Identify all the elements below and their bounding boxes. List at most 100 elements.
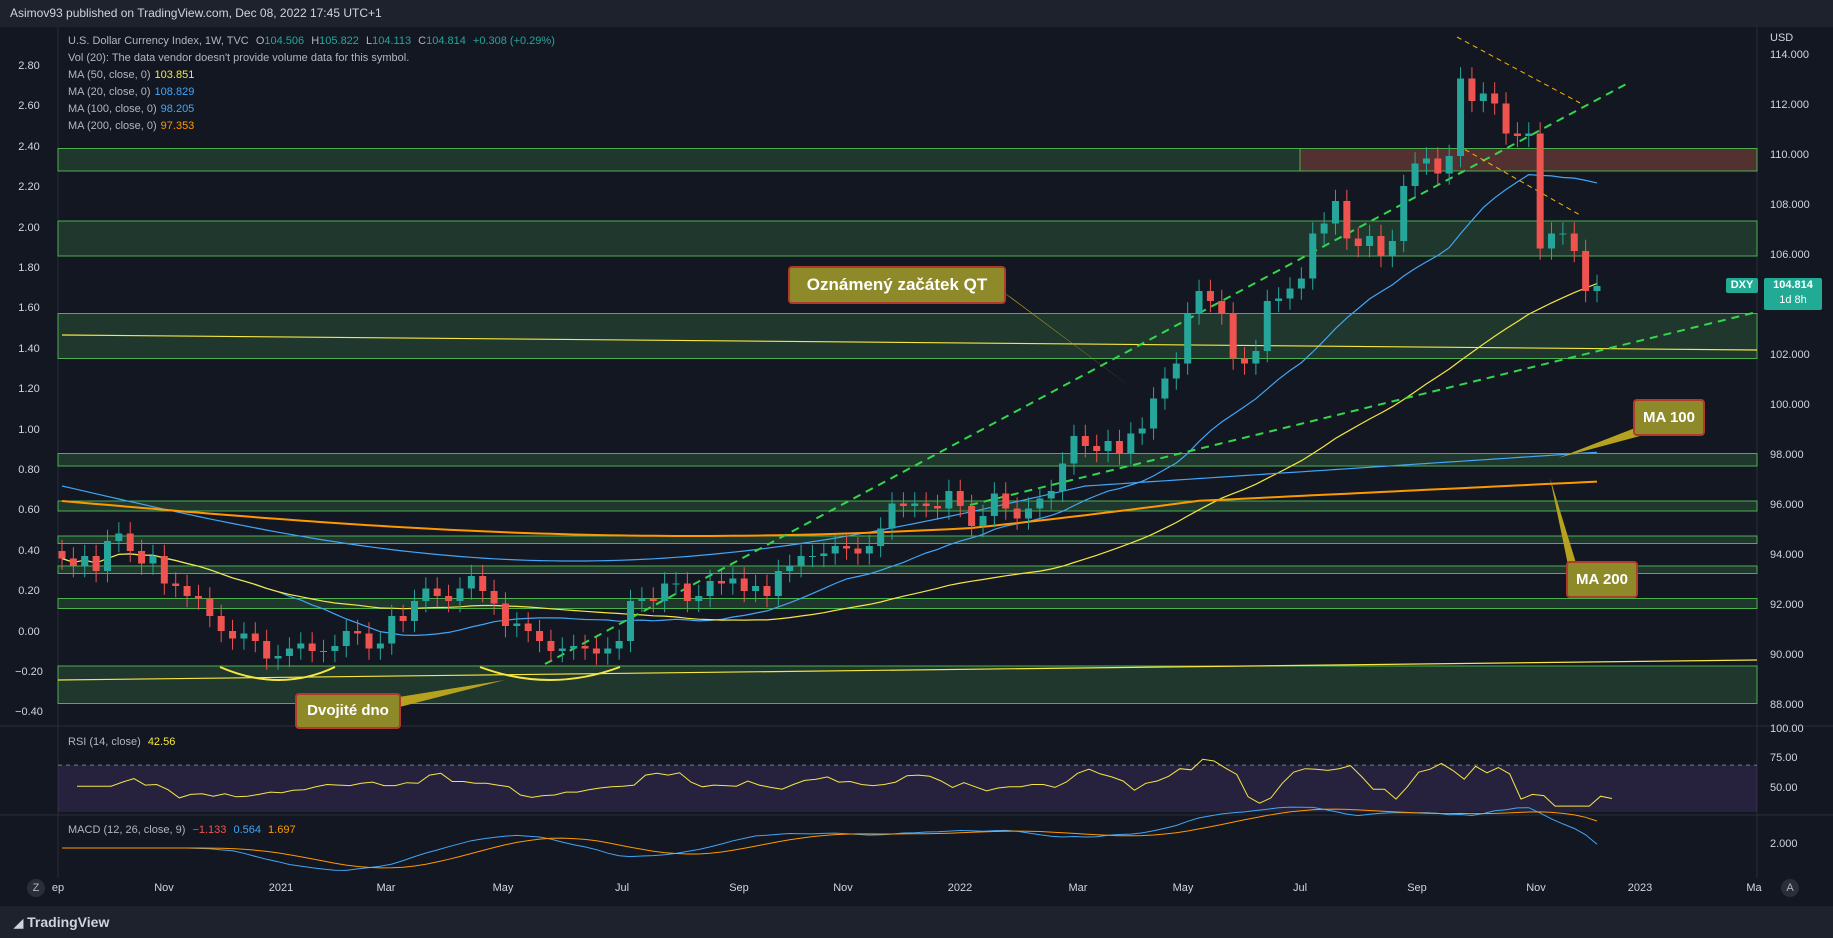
time-tick: Mar xyxy=(1068,882,1088,894)
candle-body xyxy=(320,651,328,652)
candle-body xyxy=(524,623,532,631)
candle-body xyxy=(968,506,976,526)
candle-body xyxy=(706,581,714,596)
price-zone xyxy=(57,565,1758,574)
candle-body xyxy=(1559,233,1567,235)
auto-scale-button[interactable]: A xyxy=(1781,879,1799,897)
candle-body xyxy=(229,631,237,639)
price-tick: 98.000 xyxy=(1770,449,1804,461)
candle-body xyxy=(1434,158,1442,174)
candle-body xyxy=(1377,236,1385,256)
price-zone xyxy=(57,598,1758,609)
left-tick: 0.40 xyxy=(18,544,40,557)
candle-body xyxy=(274,656,282,659)
candle-body xyxy=(172,583,180,586)
candle-body xyxy=(1172,363,1180,379)
left-tick: 2.80 xyxy=(18,60,40,72)
time-tick: 2023 xyxy=(1627,882,1653,894)
price-tick: 108.000 xyxy=(1770,199,1810,211)
price-tick: 110.000 xyxy=(1770,149,1809,161)
candle-body xyxy=(820,553,828,556)
price-tick: 94.000 xyxy=(1770,549,1804,561)
ma100-value: 98.205 xyxy=(160,103,195,115)
candle-body xyxy=(251,633,259,641)
candle-body xyxy=(1070,436,1078,464)
candle-body xyxy=(285,648,293,656)
candle-body xyxy=(138,551,146,564)
ma20-value: 108.829 xyxy=(154,86,195,98)
candle-body xyxy=(1275,298,1283,301)
ma100-callout: MA 100 xyxy=(1633,399,1705,436)
candle-body xyxy=(1195,291,1203,314)
brand-name: TradingView xyxy=(27,914,110,930)
close-label: C xyxy=(418,35,427,47)
time-tick: Jul xyxy=(1292,882,1308,894)
left-tick: 2.20 xyxy=(18,181,40,194)
candle-body xyxy=(661,583,669,601)
symbol-title: U.S. Dollar Currency Index, 1W, TVC xyxy=(68,35,249,47)
candle-body xyxy=(1297,278,1305,289)
ma200-label: MA (200, close, 0) xyxy=(68,120,157,132)
left-tick: 0.00 xyxy=(18,625,40,638)
ma-lines xyxy=(61,173,1598,637)
price-zone xyxy=(57,535,1758,544)
candle-body xyxy=(422,588,430,601)
last-price: 104.814 xyxy=(1773,279,1813,291)
long-trendline xyxy=(61,334,1758,351)
candle-body xyxy=(354,631,362,634)
candle-body xyxy=(1218,301,1226,314)
candle-body xyxy=(217,616,225,631)
candle-body xyxy=(854,548,862,554)
candle-body xyxy=(297,643,305,649)
candle-body xyxy=(1206,291,1214,301)
ma100-label: MA (100, close, 0) xyxy=(68,103,157,115)
candle-body xyxy=(115,533,123,541)
time-tick: 2022 xyxy=(947,882,973,894)
qt-callout: Oznámený začátek QT xyxy=(788,266,1006,304)
candle-body xyxy=(592,648,600,654)
low-value: 104.113 xyxy=(372,35,412,47)
candle-body xyxy=(479,576,487,591)
change-value: +0.308 (+0.29%) xyxy=(472,35,555,47)
time-tick: Nov xyxy=(833,882,853,894)
ma200-line xyxy=(61,480,1598,537)
symbol-row: U.S. Dollar Currency Index, 1W, TVC O 104… xyxy=(68,33,555,50)
candle-body xyxy=(1161,378,1169,399)
candle-body xyxy=(1252,351,1260,364)
price-tick: 102.000 xyxy=(1770,349,1810,361)
candle-body xyxy=(1536,133,1544,249)
candle-body xyxy=(467,576,475,589)
candle-body xyxy=(1093,446,1101,451)
currency-label: USD xyxy=(1770,32,1794,44)
open-label: O xyxy=(255,35,265,47)
candle-body xyxy=(1582,251,1590,291)
callout-pointer xyxy=(380,680,505,712)
candle-body xyxy=(570,646,578,649)
candle-body xyxy=(808,556,816,557)
candle-body xyxy=(1422,158,1430,164)
candle-body xyxy=(638,598,646,601)
zoom-button[interactable]: Z xyxy=(27,879,45,897)
close-value: 104.814 xyxy=(426,35,466,47)
candle-body xyxy=(1479,93,1487,101)
time-tick: Nov xyxy=(1526,882,1546,894)
last-price-tag: 104.814 1d 8h xyxy=(1764,278,1822,310)
candle-body xyxy=(797,556,805,566)
candle-body xyxy=(1331,201,1339,224)
ma20-row: MA (20, close, 0) 108.829 xyxy=(68,84,555,101)
tradingview-logo[interactable]: ◢ TradingView xyxy=(14,914,109,930)
price-tick: 88.000 xyxy=(1770,699,1804,711)
candle-body xyxy=(843,546,851,549)
candle-body xyxy=(513,623,521,626)
candle-body xyxy=(194,596,202,599)
price-tick: 96.000 xyxy=(1770,499,1804,511)
candle-body xyxy=(1468,78,1476,101)
candle-body xyxy=(604,648,612,654)
macd-value-2: 0.564 xyxy=(233,824,261,836)
candle-body xyxy=(1241,358,1249,364)
rsi-band xyxy=(58,765,1757,812)
left-tick: 1.40 xyxy=(18,342,40,355)
price-chart[interactable] xyxy=(0,27,1833,906)
candle-body xyxy=(990,493,998,516)
candles xyxy=(58,67,1601,670)
